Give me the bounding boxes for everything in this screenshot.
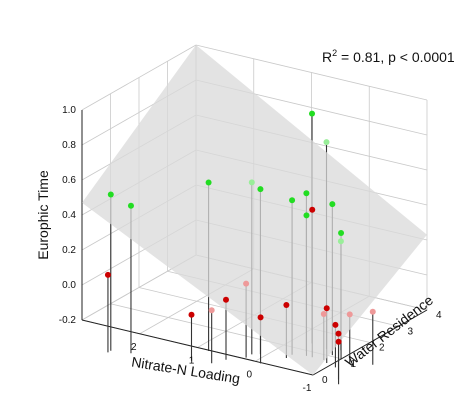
tick-layer: 1.0 0.8 0.6 0.4 0.2 0.0 -0.2 2 1 0 -1 0 1 2 3 4 (59, 105, 442, 394)
x-tick-label: 2 (131, 342, 137, 353)
data-point (303, 190, 310, 197)
data-point (188, 311, 195, 318)
x-tick-label: 1 (189, 356, 195, 367)
data-point (205, 179, 212, 186)
data-point (208, 307, 215, 314)
y-tick-label: 1 (351, 359, 357, 370)
data-point (257, 314, 264, 321)
y-tick-label: 3 (408, 326, 414, 337)
z-tick-label: 0.8 (62, 140, 76, 151)
x-tick-label: 0 (246, 369, 252, 380)
annotation: R2 = 0.81, p < 0.0001 (322, 48, 455, 65)
data-point (257, 186, 264, 193)
data-point (303, 212, 310, 219)
z-tick-label: 0.4 (62, 210, 76, 221)
annotation-r: R (322, 49, 332, 65)
data-point (332, 321, 339, 328)
side-wall-grid-line (81, 44, 197, 111)
data-point (283, 302, 290, 308)
x-tick-label: -1 (303, 383, 312, 394)
data-point (346, 311, 353, 318)
data-point (329, 201, 336, 208)
data-point (320, 311, 327, 317)
z-tick-label: 0.0 (62, 280, 76, 291)
data-point (107, 191, 114, 198)
z-tick-label: 0.6 (62, 175, 76, 186)
annotation-text: = 0.81, p < 0.0001 (337, 49, 455, 65)
data-point (323, 139, 330, 146)
y-tick-label: 0 (322, 375, 328, 386)
x-axis-label: Nitrate-N Loading (130, 354, 241, 387)
regression-plane (82, 45, 427, 375)
data-point (369, 308, 376, 315)
x-axis-line (81, 319, 314, 376)
data-point (127, 202, 134, 209)
data-point (309, 206, 316, 213)
data-point (338, 230, 345, 236)
data-point (335, 330, 342, 337)
y-axis-line (312, 309, 428, 376)
data-point (335, 338, 342, 345)
data-point (309, 110, 316, 117)
data-point (104, 271, 111, 278)
z-tick-label: 0.2 (62, 245, 76, 256)
y-tick-label: 2 (379, 343, 385, 354)
data-point (289, 197, 296, 204)
data-point (243, 280, 250, 287)
data-point (337, 238, 344, 245)
data-point (323, 305, 330, 312)
back-wall-grid-line (195, 44, 428, 101)
point-layer (104, 110, 376, 345)
regression-plane-layer (82, 45, 427, 375)
z-tick-label: 1.0 (62, 105, 76, 116)
annotation-exponent: 2 (332, 48, 337, 58)
z-tick-label: -0.2 (59, 315, 77, 326)
y-tick-label: 4 (436, 310, 442, 321)
data-point (223, 296, 229, 303)
z-axis-label: Europhic Time (35, 170, 51, 260)
data-point (248, 179, 255, 186)
